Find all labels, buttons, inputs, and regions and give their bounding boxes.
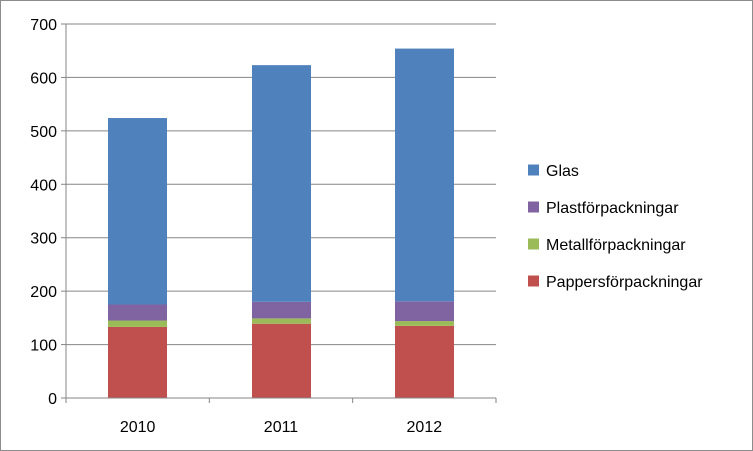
bar-segment-plastförpackningar-2010 bbox=[108, 304, 167, 321]
bar-segment-plastförpackningar-2011 bbox=[252, 301, 311, 319]
bar-segment-metallförpackningar-2010 bbox=[108, 320, 167, 327]
y-tick-label: 0 bbox=[48, 391, 57, 408]
y-tick-label: 600 bbox=[30, 70, 57, 87]
legend-label-plastförpackningar: Plastförpackningar bbox=[546, 200, 679, 217]
legend: Glas Plastförpackningar Metallförpackninga… bbox=[528, 163, 703, 291]
bar-segment-plastförpackningar-2012 bbox=[395, 301, 454, 322]
y-tick-label: 200 bbox=[30, 284, 57, 301]
legend-swatch-metallförpackningar bbox=[528, 238, 539, 250]
legend-swatch-glas bbox=[528, 164, 539, 176]
bars bbox=[108, 48, 454, 398]
legend-label-pappersförpackningar: Pappersförpackningar bbox=[546, 274, 703, 291]
bar-segment-pappersförpackningar-2011 bbox=[252, 323, 311, 398]
y-tick-label: 500 bbox=[30, 124, 57, 141]
bar-segment-glas-2010 bbox=[108, 118, 167, 305]
x-tick-label: 2011 bbox=[264, 419, 299, 436]
legend-swatch-pappersförpackningar bbox=[528, 275, 539, 287]
y-tick-label: 400 bbox=[30, 177, 57, 194]
bar-segment-metallförpackningar-2011 bbox=[252, 318, 311, 324]
axes bbox=[65, 24, 496, 399]
bar-segment-metallförpackningar-2012 bbox=[395, 321, 454, 326]
bar-segment-pappersförpackningar-2010 bbox=[108, 326, 167, 398]
y-tick-label: 300 bbox=[30, 231, 57, 248]
bar-segment-pappersförpackningar-2012 bbox=[395, 325, 454, 398]
x-tick-label: 2012 bbox=[407, 419, 443, 436]
y-tick-label: 100 bbox=[30, 338, 57, 355]
legend-label-metallförpackningar: Metallförpackningar bbox=[546, 237, 686, 254]
y-tick-labels: 0 100 200 300 400 500 600 700 bbox=[30, 17, 57, 408]
bar-segment-glas-2011 bbox=[252, 65, 311, 302]
legend-label-glas: Glas bbox=[546, 163, 579, 180]
legend-swatch-plastförpackningar bbox=[528, 201, 539, 213]
x-tick-label: 2010 bbox=[120, 419, 156, 436]
x-tick-labels: 2010 2011 2012 bbox=[120, 419, 442, 436]
y-tick-label: 700 bbox=[30, 17, 57, 34]
bar-segment-glas-2012 bbox=[395, 48, 454, 302]
